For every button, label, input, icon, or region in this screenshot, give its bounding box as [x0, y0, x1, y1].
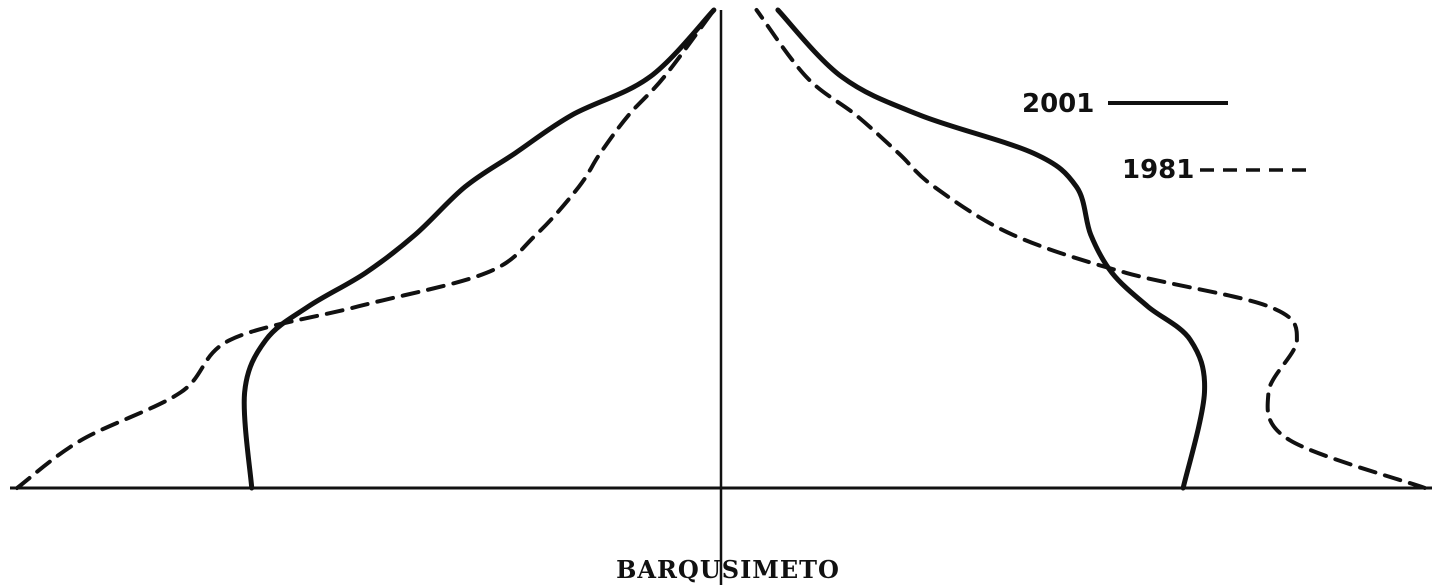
chart-xlabel: BARQUSIMETO [616, 555, 840, 584]
series-2001-left [241, 7, 717, 491]
series-1981-left [15, 8, 716, 490]
legend: 2001 1981 [1022, 89, 1310, 185]
series-layer [15, 7, 1427, 491]
series-2001-right [775, 7, 1208, 491]
series-1981-right [754, 8, 1427, 490]
legend-label-1981: 1981 [1122, 155, 1194, 185]
legend-label-2001: 2001 [1022, 89, 1094, 119]
